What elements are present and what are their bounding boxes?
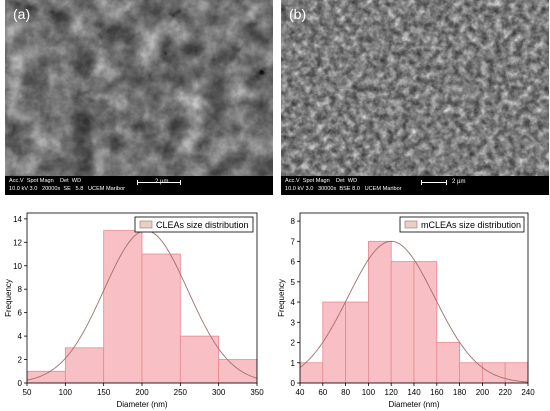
x-tick-label: 220 xyxy=(499,388,513,397)
y-tick-label: 4 xyxy=(18,332,23,341)
x-tick-label: 150 xyxy=(97,388,111,397)
scale-bar-label-a: 2 µm xyxy=(155,179,169,185)
y-tick-label: 6 xyxy=(291,258,296,267)
y-tick-label: 2 xyxy=(291,339,296,348)
histogram-bar xyxy=(504,362,529,384)
x-tick-label: 300 xyxy=(212,388,226,397)
histogram-bar xyxy=(390,261,415,384)
sem-image-b: (b) Acc.V Spot Magn Det WD 10.0 kV 3.0 3… xyxy=(281,0,549,195)
y-tick-label: 5 xyxy=(291,278,296,287)
scale-bar-a xyxy=(137,182,181,183)
scale-bar-tick-right-b xyxy=(446,180,447,185)
y-axis-label: Frequency xyxy=(277,279,286,317)
x-tick-label: 140 xyxy=(407,388,421,397)
x-axis-label: Diameter (nm) xyxy=(116,400,167,409)
y-tick-label: 4 xyxy=(291,298,296,307)
y-tick-label: 0 xyxy=(291,379,296,388)
histogram-svg-a: 50 100 150 200 250 300 350 0 2 4 6 8 10 12 14 Diameter … xyxy=(4,212,264,409)
histogram-bar xyxy=(368,240,392,384)
sem-databar-a: Acc.V Spot Magn Det WD 10.0 kV 3.0 20000… xyxy=(5,176,273,195)
panel-label-a: (a) xyxy=(13,6,31,22)
x-tick-label: 200 xyxy=(476,388,490,397)
legend-swatch xyxy=(139,220,153,229)
scale-bar-b xyxy=(421,182,447,183)
histogram-bar xyxy=(299,362,324,384)
databar-header-b: Acc.V Spot Magn Det WD xyxy=(285,178,358,184)
histogram-chart-b: 40 60 80 100 120 140 160 180 200 220 240 0 1 2 3 4 5 6 7 8 D… xyxy=(276,205,550,411)
y-axis-label: Frequency xyxy=(4,279,13,317)
databar-header-a: Acc.V Spot Magn Det WD xyxy=(9,178,82,184)
scale-bar-tick-left-b xyxy=(421,180,422,185)
legend-label: mCLEAs size distribution xyxy=(421,220,521,230)
histogram-bar xyxy=(218,359,258,384)
x-tick-label: 50 xyxy=(23,388,32,397)
y-tick-label: 12 xyxy=(13,238,22,247)
x-tick-label: 80 xyxy=(341,388,350,397)
x-tick-label: 100 xyxy=(362,388,376,397)
scale-bar-label-b: 2 µm xyxy=(452,179,466,185)
x-tick-label: 250 xyxy=(174,388,188,397)
normal-fit-curve xyxy=(299,240,529,383)
x-tick-label: 40 xyxy=(296,388,305,397)
histogram-bar xyxy=(481,362,506,384)
x-tick-label: 60 xyxy=(318,388,327,397)
scale-bar-tick-right-a xyxy=(180,180,181,185)
y-tick-label: 14 xyxy=(13,215,22,224)
y-tick-label: 0 xyxy=(18,379,23,388)
histogram-bar xyxy=(345,301,369,384)
databar-values-a: 10.0 kV 3.0 20000x SE 5.8 UCEM Maribor xyxy=(9,186,125,192)
x-tick-label: 240 xyxy=(521,388,535,397)
databar-values-b: 10.0 kV 3.0 30000x BSE 8.0 UCEM Maribor xyxy=(285,186,402,192)
histogram-bar xyxy=(26,370,66,384)
histogram-bar xyxy=(179,335,220,384)
y-tick-label: 2 xyxy=(18,356,23,365)
y-tick-label: 6 xyxy=(18,309,23,318)
x-axis-label: Diameter (nm) xyxy=(388,400,439,409)
legend-label: CLEAs size distribution xyxy=(156,220,249,230)
x-tick-label: 120 xyxy=(385,388,399,397)
legend-swatch xyxy=(404,220,418,229)
histogram-bar xyxy=(103,230,143,384)
histogram-bar xyxy=(436,342,461,384)
x-tick-label: 200 xyxy=(135,388,149,397)
histogram-chart-a: 50 100 150 200 250 300 350 0 2 4 6 8 10 12 14 Diameter … xyxy=(0,205,270,411)
histogram-bar xyxy=(64,347,105,384)
scale-bar-tick-left-a xyxy=(137,180,138,185)
sem-texture-b xyxy=(281,0,549,176)
x-tick-label: 350 xyxy=(250,388,264,397)
y-tick-label: 1 xyxy=(291,359,296,368)
y-tick-label: 8 xyxy=(291,217,296,226)
y-tick-label: 3 xyxy=(291,318,296,327)
panel-label-b: (b) xyxy=(289,6,307,22)
legend-box xyxy=(134,216,254,233)
y-tick-label: 10 xyxy=(13,262,22,271)
histogram-bar xyxy=(141,253,181,384)
sem-image-a: (a) Acc.V Spot Magn Det WD 10.0 kV 3.0 2… xyxy=(5,0,273,195)
x-tick-label: 180 xyxy=(453,388,467,397)
sem-texture-a xyxy=(5,0,273,176)
histogram-bar xyxy=(459,362,483,384)
x-tick-label: 160 xyxy=(430,388,444,397)
y-tick-label: 7 xyxy=(291,237,296,246)
x-tick-label: 100 xyxy=(59,388,73,397)
y-tick-label: 8 xyxy=(18,285,23,294)
histogram-svg-b: 40 60 80 100 120 140 160 180 200 220 240 0 1 2 3 4 5 6 7 8 D… xyxy=(277,212,535,409)
histogram-bar xyxy=(322,301,346,384)
legend-box xyxy=(399,216,525,233)
sem-databar-b: Acc.V Spot Magn Det WD 10.0 kV 3.0 30000… xyxy=(281,176,549,195)
